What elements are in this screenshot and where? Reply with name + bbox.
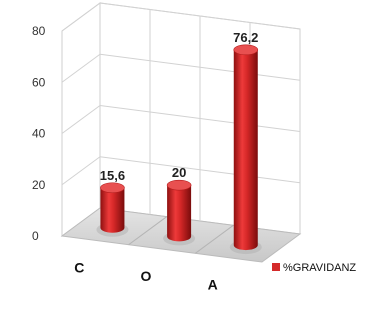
- category-label: A: [208, 277, 218, 293]
- y-tick-label: 40: [32, 127, 46, 141]
- bar-top: [100, 182, 125, 194]
- legend-swatch: [272, 263, 280, 271]
- bar-body: [167, 185, 192, 242]
- gridline-side: [61, 105, 101, 134]
- legend-label: %GRAVIDANZ: [283, 262, 356, 274]
- category-label: O: [141, 268, 152, 284]
- bar-c: 15,6: [96, 168, 129, 237]
- y-tick-label: 60: [32, 75, 46, 89]
- y-axis-ticks: 0 20 40 60 80: [32, 24, 46, 243]
- y-tick-label: 0: [32, 229, 39, 243]
- gridline-side: [61, 2, 101, 32]
- y-tick-label: 80: [32, 24, 46, 38]
- bars: 15,6 20 76,2: [96, 30, 262, 255]
- bar-body: [233, 49, 258, 251]
- bar-body: [100, 187, 125, 233]
- bar-a: 76,2: [229, 30, 262, 255]
- gridline-side: [61, 156, 101, 186]
- y-tick-label: 20: [32, 178, 46, 192]
- data-label: 20: [172, 165, 186, 180]
- data-label: 76,2: [233, 30, 258, 45]
- floor-divider: [128, 216, 167, 246]
- bar-top: [233, 44, 259, 56]
- legend: %GRAVIDANZ: [272, 262, 356, 274]
- bar-top: [166, 179, 192, 191]
- floor-divider: [195, 224, 234, 254]
- data-label: 15,6: [100, 168, 125, 183]
- category-label: C: [74, 259, 84, 275]
- gridline-side: [61, 53, 101, 83]
- x-axis-categories: C O A: [74, 259, 217, 292]
- bar-o: 20: [163, 165, 196, 246]
